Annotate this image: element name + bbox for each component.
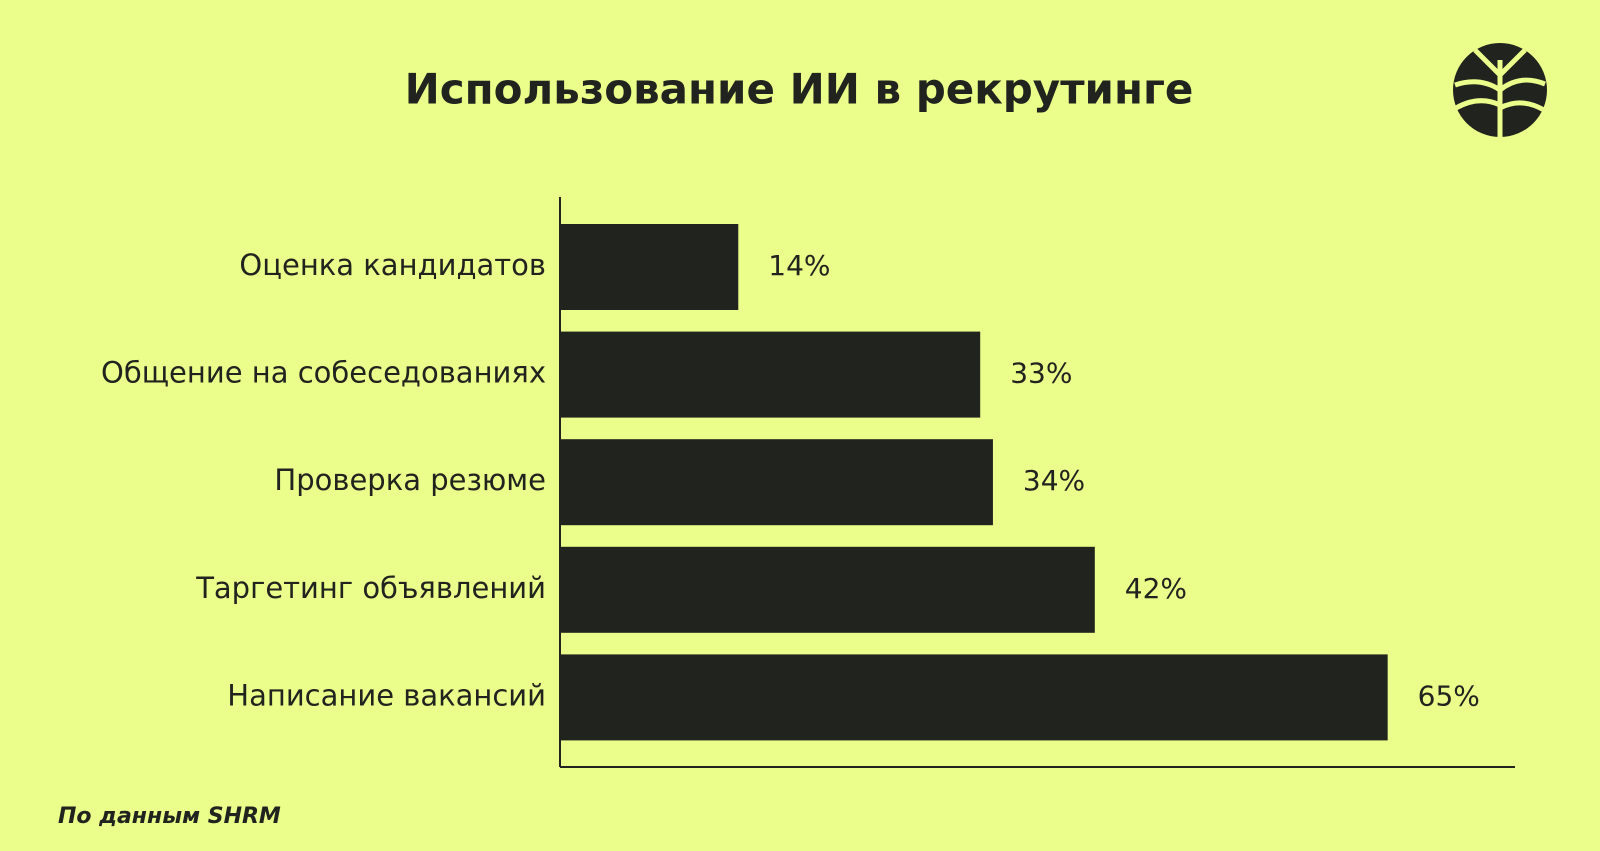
value-label: 14% (768, 249, 830, 282)
y-tick-label: Написание вакансий (227, 678, 546, 712)
y-tick-label: Общение на собеседованиях (101, 356, 546, 390)
y-tick-label: Таргетинг объявлений (195, 571, 546, 605)
y-tick-label: Проверка резюме (274, 463, 546, 497)
value-label: 42% (1125, 572, 1187, 605)
value-label: 65% (1418, 679, 1480, 712)
bar (560, 224, 739, 310)
bar (560, 654, 1388, 741)
bar (560, 546, 1095, 633)
value-label: 34% (1023, 464, 1085, 497)
source-note: По данным SHRM (58, 804, 281, 829)
y-tick-label: Оценка кандидатов (239, 248, 546, 282)
bar (560, 331, 981, 418)
value-label: 33% (1010, 357, 1072, 390)
chart-title: Использование ИИ в рекрутинге (405, 65, 1194, 114)
bar (560, 439, 993, 526)
logo (1453, 43, 1547, 137)
